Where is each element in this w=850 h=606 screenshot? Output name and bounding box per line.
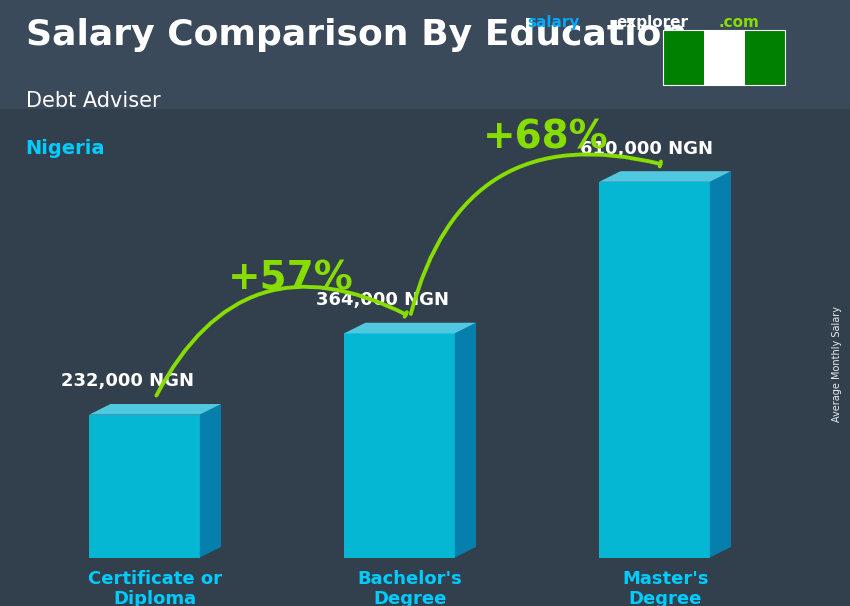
Text: .com: .com: [718, 15, 759, 30]
Polygon shape: [0, 109, 850, 606]
Text: 232,000 NGN: 232,000 NGN: [61, 372, 194, 390]
Text: Certificate or
Diploma: Certificate or Diploma: [88, 570, 222, 606]
Text: Average Monthly Salary: Average Monthly Salary: [832, 305, 842, 422]
Text: salary: salary: [527, 15, 580, 30]
Polygon shape: [710, 171, 731, 558]
Text: 610,000 NGN: 610,000 NGN: [580, 139, 712, 158]
Text: Debt Adviser: Debt Adviser: [26, 91, 160, 111]
Text: 364,000 NGN: 364,000 NGN: [316, 291, 449, 309]
Polygon shape: [599, 182, 710, 558]
Polygon shape: [89, 404, 221, 415]
Text: explorer: explorer: [616, 15, 689, 30]
Polygon shape: [89, 415, 200, 558]
Polygon shape: [599, 171, 731, 182]
Text: Bachelor's
Degree: Bachelor's Degree: [358, 570, 462, 606]
Text: Nigeria: Nigeria: [26, 139, 105, 158]
Polygon shape: [455, 323, 476, 558]
Bar: [704, 30, 745, 85]
Polygon shape: [200, 404, 221, 558]
Text: +57%: +57%: [229, 259, 354, 298]
Text: +68%: +68%: [484, 119, 609, 157]
Polygon shape: [344, 323, 476, 333]
Bar: [745, 30, 785, 85]
Bar: [663, 30, 704, 85]
Polygon shape: [344, 333, 455, 558]
Text: Salary Comparison By Education: Salary Comparison By Education: [26, 18, 687, 52]
Text: Master's
Degree: Master's Degree: [622, 570, 708, 606]
Bar: [663, 30, 785, 85]
